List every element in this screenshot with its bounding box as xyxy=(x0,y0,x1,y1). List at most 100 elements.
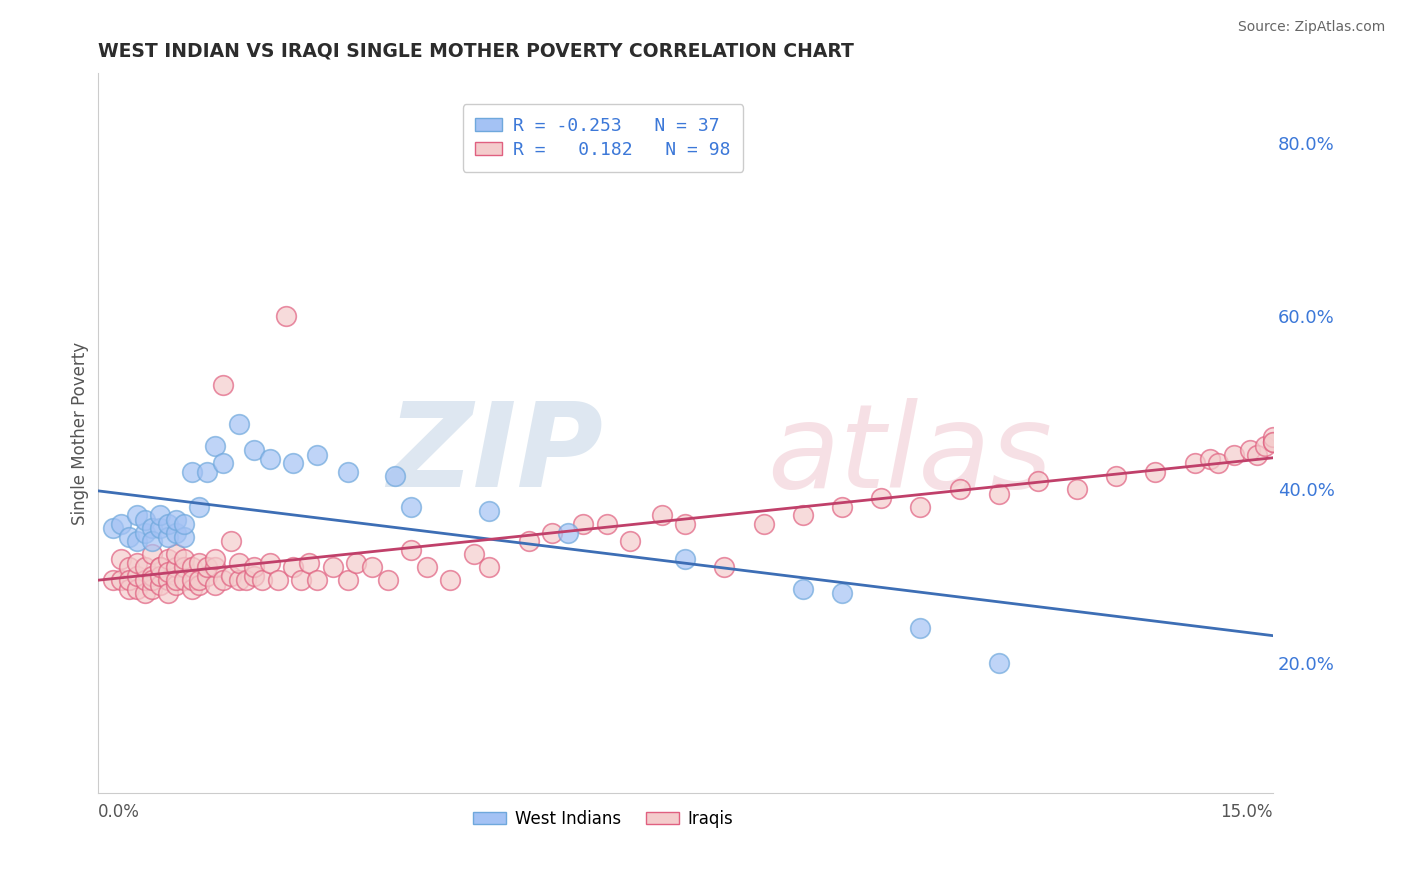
Point xyxy=(118,560,141,574)
Point xyxy=(110,551,132,566)
Point xyxy=(134,574,156,588)
Point xyxy=(1254,439,1277,453)
Text: Source: ZipAtlas.com: Source: ZipAtlas.com xyxy=(1237,20,1385,34)
Point xyxy=(157,516,180,531)
Point xyxy=(274,309,297,323)
Point xyxy=(478,560,501,574)
Point xyxy=(948,483,970,497)
Point xyxy=(910,500,932,514)
Point xyxy=(228,574,250,588)
Point xyxy=(212,378,235,392)
Point xyxy=(118,530,141,544)
Point xyxy=(195,569,218,583)
Point xyxy=(125,508,148,523)
Point xyxy=(243,569,266,583)
Point xyxy=(141,569,163,583)
Legend: West Indians, Iraqis: West Indians, Iraqis xyxy=(467,804,740,835)
Point xyxy=(439,574,461,588)
Point xyxy=(1144,465,1167,479)
Point xyxy=(157,574,180,588)
Point xyxy=(1223,448,1246,462)
Point xyxy=(283,560,305,574)
Point xyxy=(173,530,195,544)
Point xyxy=(344,556,367,570)
Y-axis label: Single Mother Poverty: Single Mother Poverty xyxy=(72,342,89,524)
Point xyxy=(987,486,1010,500)
Point xyxy=(1199,452,1222,467)
Point xyxy=(478,504,501,518)
Point xyxy=(243,443,266,458)
Text: ZIP: ZIP xyxy=(387,397,603,512)
Point xyxy=(283,456,305,470)
Point xyxy=(110,574,132,588)
Point xyxy=(173,516,195,531)
Point xyxy=(673,551,696,566)
Point xyxy=(1066,483,1088,497)
Point xyxy=(188,556,211,570)
Point xyxy=(204,577,226,591)
Point xyxy=(118,582,141,596)
Point xyxy=(228,417,250,432)
Point xyxy=(125,569,148,583)
Point xyxy=(149,560,172,574)
Point xyxy=(149,508,172,523)
Point xyxy=(173,560,195,574)
Point xyxy=(219,534,242,549)
Point xyxy=(165,513,187,527)
Point xyxy=(195,465,218,479)
Point xyxy=(134,586,156,600)
Point xyxy=(149,577,172,591)
Point xyxy=(831,500,853,514)
Point xyxy=(619,534,641,549)
Point xyxy=(399,543,422,558)
Point xyxy=(1105,469,1128,483)
Point xyxy=(204,551,226,566)
Point xyxy=(134,513,156,527)
Point xyxy=(651,508,673,523)
Point xyxy=(673,516,696,531)
Point xyxy=(1184,456,1206,470)
Point xyxy=(188,500,211,514)
Point xyxy=(173,551,195,566)
Point xyxy=(188,574,211,588)
Point xyxy=(517,534,540,549)
Point xyxy=(337,465,360,479)
Point xyxy=(1246,448,1268,462)
Point xyxy=(1239,443,1261,458)
Point xyxy=(141,534,163,549)
Point xyxy=(165,577,187,591)
Point xyxy=(149,560,172,574)
Point xyxy=(204,560,226,574)
Point xyxy=(103,521,125,535)
Point xyxy=(149,521,172,535)
Point xyxy=(1206,456,1229,470)
Point xyxy=(322,560,344,574)
Point xyxy=(219,569,242,583)
Point xyxy=(1261,434,1284,449)
Point xyxy=(290,574,312,588)
Point xyxy=(1261,430,1284,444)
Point xyxy=(399,500,422,514)
Point xyxy=(134,560,156,574)
Point xyxy=(180,465,202,479)
Point xyxy=(298,556,321,570)
Text: 15.0%: 15.0% xyxy=(1220,803,1272,821)
Point xyxy=(377,574,399,588)
Point xyxy=(792,508,814,523)
Point xyxy=(173,574,195,588)
Point xyxy=(463,547,485,561)
Point xyxy=(157,551,180,566)
Point xyxy=(195,560,218,574)
Point xyxy=(165,560,187,574)
Text: WEST INDIAN VS IRAQI SINGLE MOTHER POVERTY CORRELATION CHART: WEST INDIAN VS IRAQI SINGLE MOTHER POVER… xyxy=(97,42,853,61)
Point xyxy=(212,574,235,588)
Point xyxy=(987,656,1010,670)
Point xyxy=(228,556,250,570)
Point xyxy=(910,621,932,635)
Point xyxy=(165,525,187,540)
Point xyxy=(305,574,328,588)
Point xyxy=(267,574,290,588)
Text: atlas: atlas xyxy=(768,398,1053,512)
Point xyxy=(141,582,163,596)
Point xyxy=(384,469,406,483)
